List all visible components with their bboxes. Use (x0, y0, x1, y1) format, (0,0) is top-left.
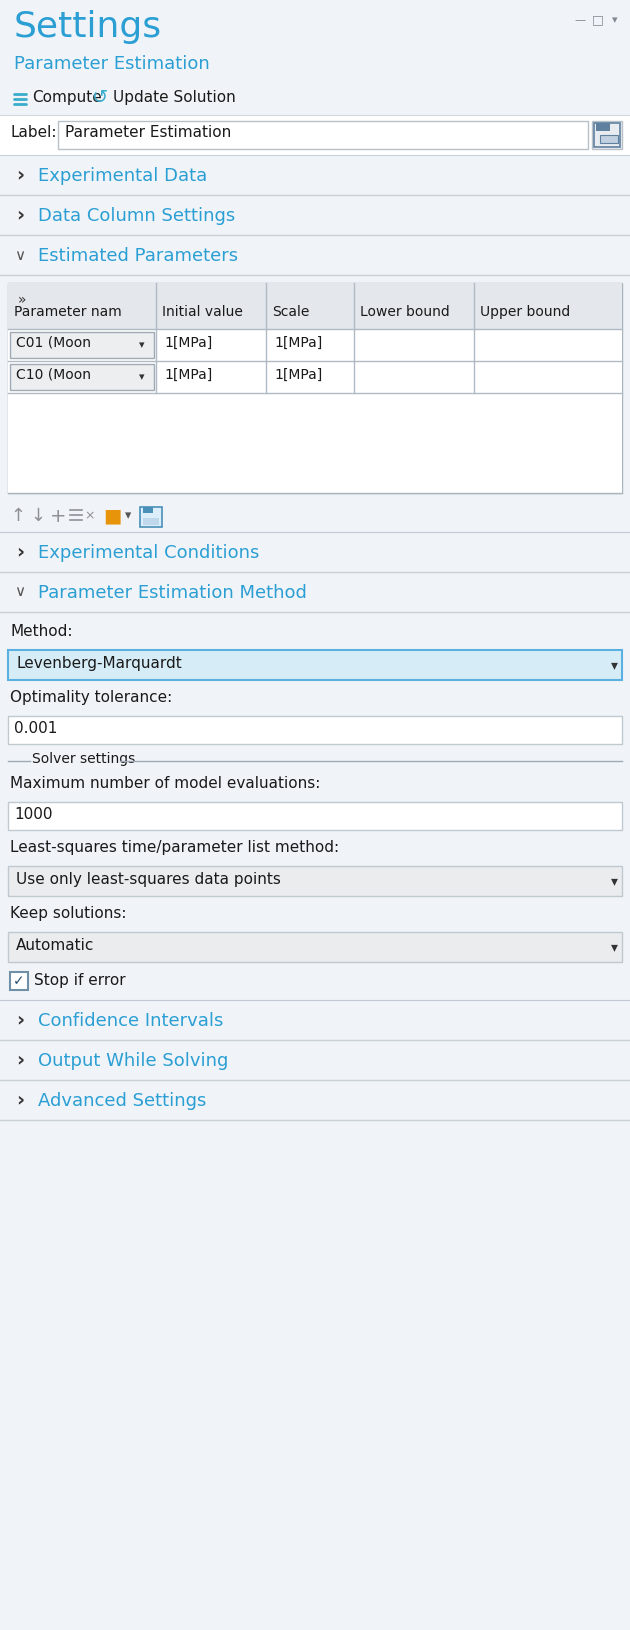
Text: —: — (575, 15, 585, 24)
Bar (8, 932, 622, 962)
Text: ▾: ▾ (125, 510, 131, 523)
Text: Use only least-squares data points: Use only least-squares data points (16, 872, 281, 887)
Bar (0, 531, 630, 572)
Bar (10, 333, 154, 359)
Bar (143, 518, 159, 525)
Text: ↓: ↓ (30, 507, 45, 525)
Bar (0, 196, 630, 235)
Text: Method:: Method: (10, 624, 72, 639)
Text: Advanced Settings: Advanced Settings (38, 1092, 207, 1110)
Bar (8, 360, 622, 393)
Bar (8, 284, 622, 492)
Text: ×: × (85, 510, 95, 523)
Bar (8, 866, 622, 897)
Bar (0, 155, 630, 196)
Text: ▾: ▾ (612, 15, 618, 24)
Bar (10, 363, 154, 390)
Text: Maximum number of model evaluations:: Maximum number of model evaluations: (10, 776, 321, 791)
Text: 0.001: 0.001 (14, 720, 57, 737)
Text: Initial value: Initial value (162, 305, 243, 319)
Text: ↺: ↺ (92, 88, 108, 108)
Text: Least-squares time/parameter list method:: Least-squares time/parameter list method… (10, 839, 339, 856)
Bar (58, 121, 588, 148)
Text: Stop if error: Stop if error (34, 973, 125, 988)
Text: Parameter Estimation: Parameter Estimation (14, 55, 210, 73)
Text: Parameter Estimation Method: Parameter Estimation Method (38, 584, 307, 601)
Text: C10 (Moon: C10 (Moon (16, 368, 91, 381)
Text: ∨: ∨ (14, 248, 26, 262)
Bar (8, 329, 622, 360)
Text: +: + (50, 507, 66, 525)
Bar (8, 393, 622, 492)
Text: 1000: 1000 (14, 807, 52, 822)
Text: ›: › (16, 543, 24, 561)
Bar (0, 1081, 630, 1120)
Text: ✓: ✓ (13, 975, 25, 988)
Text: Lower bound: Lower bound (360, 305, 450, 319)
Text: Levenberg-Marquardt: Levenberg-Marquardt (16, 655, 181, 672)
Text: ▾: ▾ (610, 659, 617, 672)
Bar (592, 121, 622, 148)
Bar (594, 122, 620, 147)
Text: ›: › (16, 166, 24, 184)
Bar (0, 1040, 630, 1081)
Text: ›: › (16, 1050, 24, 1069)
Bar (140, 507, 162, 526)
Text: Experimental Conditions: Experimental Conditions (38, 544, 260, 562)
Text: Solver settings: Solver settings (32, 751, 135, 766)
Text: ▾: ▾ (139, 372, 145, 381)
Bar (10, 971, 28, 989)
Bar (0, 999, 630, 1040)
Text: Output While Solving: Output While Solving (38, 1051, 228, 1069)
Text: ∨: ∨ (14, 585, 26, 600)
Text: 1[MPa]: 1[MPa] (164, 368, 212, 381)
Text: Data Column Settings: Data Column Settings (38, 207, 235, 225)
Text: ›: › (16, 205, 24, 225)
Text: Compute: Compute (32, 90, 102, 104)
Text: ▾: ▾ (610, 941, 617, 954)
Text: Label:: Label: (10, 126, 57, 140)
Text: Scale: Scale (272, 305, 309, 319)
Text: Settings: Settings (14, 10, 162, 44)
Text: ›: › (16, 1011, 24, 1030)
Bar (143, 507, 153, 513)
Text: C01 (Moon: C01 (Moon (16, 336, 91, 350)
Text: Estimated Parameters: Estimated Parameters (38, 248, 238, 266)
Text: 1[MPa]: 1[MPa] (274, 336, 323, 350)
Text: Experimental Data: Experimental Data (38, 166, 207, 184)
Text: 1[MPa]: 1[MPa] (164, 336, 212, 350)
Text: Upper bound: Upper bound (480, 305, 570, 319)
Text: ▾: ▾ (139, 341, 145, 350)
Text: Parameter Estimation: Parameter Estimation (65, 126, 231, 140)
Text: Automatic: Automatic (16, 937, 94, 954)
Bar (596, 122, 610, 130)
Bar (600, 135, 618, 143)
Text: ↑: ↑ (11, 507, 26, 525)
Bar (8, 284, 622, 329)
Text: ▾: ▾ (610, 874, 617, 888)
Text: »: » (18, 293, 26, 306)
Text: ■: ■ (103, 507, 121, 525)
Bar (8, 650, 622, 680)
Text: □: □ (592, 13, 604, 26)
Bar (8, 716, 622, 743)
Bar (0, 235, 630, 275)
Text: ›: › (16, 1090, 24, 1110)
Text: 1[MPa]: 1[MPa] (274, 368, 323, 381)
Bar (8, 802, 622, 830)
Bar (0, 572, 630, 611)
Bar (0, 116, 630, 155)
Text: Update Solution: Update Solution (113, 90, 236, 104)
Text: Optimality tolerance:: Optimality tolerance: (10, 689, 172, 706)
Text: Keep solutions:: Keep solutions: (10, 906, 127, 921)
Text: Confidence Intervals: Confidence Intervals (38, 1012, 224, 1030)
Text: Parameter nam: Parameter nam (14, 305, 122, 319)
